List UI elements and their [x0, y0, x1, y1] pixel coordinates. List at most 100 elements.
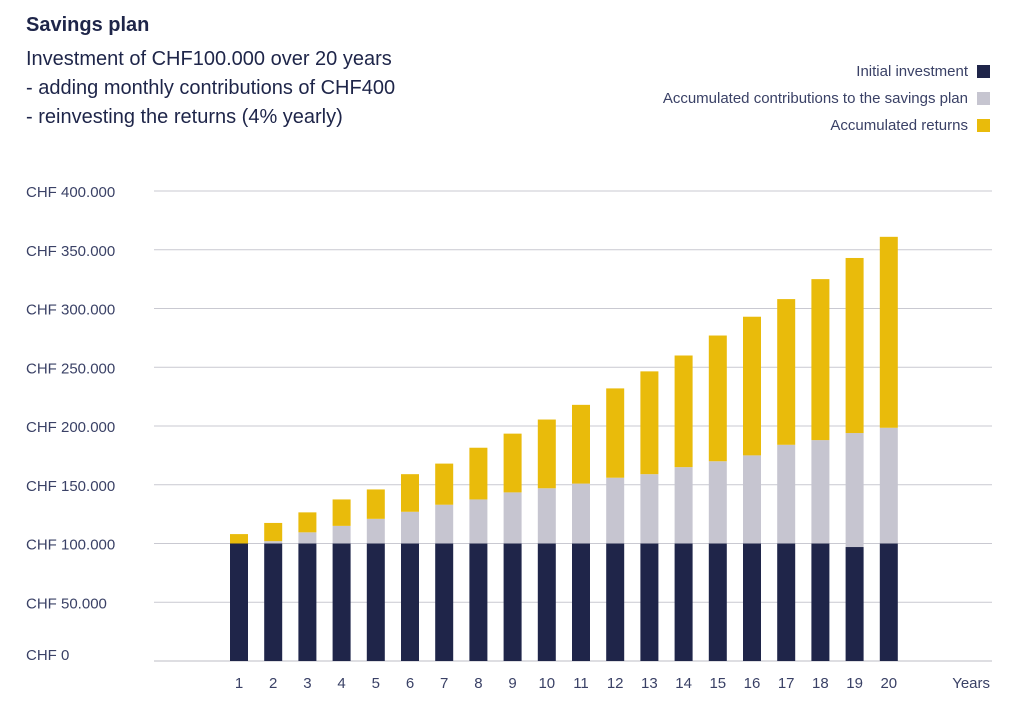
bar-segment-returns [777, 299, 796, 445]
bar-segment-initial [332, 543, 351, 661]
bar-segment-contributions [811, 440, 830, 544]
y-tick-label: CHF 150.000 [26, 478, 115, 495]
x-tick-label: 11 [573, 675, 589, 692]
bars [230, 236, 898, 661]
bar-segment-returns [332, 499, 351, 526]
bar-segment-initial [879, 543, 898, 661]
legend-label: Initial investment [856, 63, 968, 80]
bar-segment-contributions [264, 541, 283, 544]
x-tick-label: 14 [675, 675, 692, 692]
legend-swatch [977, 65, 990, 78]
bar-segment-returns [230, 534, 248, 544]
bar-segment-contributions [537, 488, 556, 544]
bar-segment-contributions [845, 433, 864, 548]
bar-segment-contributions [435, 504, 454, 544]
bar-segment-returns [366, 489, 385, 519]
chart-legend: Initial investment Accumulated contribut… [663, 58, 990, 139]
bar-segment-initial [606, 543, 625, 661]
x-tick-label: 7 [440, 675, 448, 692]
x-tick-label: 4 [337, 675, 345, 692]
legend-label: Accumulated returns [830, 117, 968, 134]
bar-segment-contributions [503, 492, 522, 544]
bar-segment-initial [743, 543, 761, 661]
legend-item-contributions: Accumulated contributions to the savings… [663, 85, 990, 112]
legend-swatch [977, 92, 990, 105]
bar-segment-contributions [298, 532, 317, 544]
bar-segment-returns [298, 512, 317, 533]
bar-segment-initial [537, 543, 556, 661]
bar-segment-initial [264, 543, 283, 661]
bar-segment-returns [743, 316, 761, 456]
bar-segment-initial [845, 547, 864, 661]
bar-segment-initial [708, 543, 727, 661]
bar-segment-initial [401, 543, 419, 661]
y-tick-label: CHF 0 [26, 647, 69, 664]
y-tick-label: CHF 100.000 [26, 537, 115, 554]
bar-segment-returns [708, 335, 727, 462]
y-tick-label: CHF 50.000 [26, 595, 107, 612]
legend-label: Accumulated contributions to the savings… [662, 90, 968, 107]
x-tick-label: 2 [269, 675, 277, 692]
bar-segment-initial [572, 543, 590, 661]
bar-segment-returns [640, 371, 659, 475]
subtitle-line: - adding monthly contributions of CHF400 [26, 77, 396, 99]
bar-segment-contributions [332, 525, 351, 544]
bar-segment-contributions [743, 455, 761, 544]
x-tick-label: 15 [709, 675, 726, 692]
bar-segment-contributions [879, 427, 898, 544]
x-tick-label: 19 [846, 675, 863, 692]
x-tick-label: 6 [406, 675, 414, 692]
x-tick-label: 17 [778, 675, 795, 692]
bar-segment-initial [674, 543, 693, 661]
bar-segment-contributions [401, 511, 419, 544]
bar-segment-initial [777, 543, 796, 661]
chart-title: Savings plan [26, 14, 150, 36]
bar-segment-initial [230, 543, 248, 661]
x-axis-label: Years [952, 675, 990, 692]
bar-segment-contributions [606, 477, 625, 544]
x-tick-label: 20 [880, 675, 897, 692]
bar-segment-contributions [640, 474, 659, 544]
bar-segment-returns [845, 257, 864, 434]
y-tick-label: CHF 350.000 [26, 243, 115, 260]
bar-segment-contributions [572, 483, 590, 544]
bar-segment-contributions [708, 461, 727, 544]
bar-segment-contributions [469, 499, 488, 544]
legend-swatch [977, 119, 990, 132]
bar-segment-returns [537, 419, 556, 489]
bar-segment-returns [401, 474, 419, 512]
x-tick-label: 12 [607, 675, 624, 692]
bar-segment-returns [264, 522, 283, 542]
bar-segment-initial [503, 543, 522, 661]
y-tick-label: CHF 200.000 [26, 419, 115, 436]
bar-segment-returns [572, 404, 590, 484]
bar-segment-returns [606, 388, 625, 478]
bar-segment-returns [435, 463, 454, 505]
bar-segment-returns [469, 447, 488, 500]
y-tick-label: CHF 250.000 [26, 360, 115, 377]
x-tick-label: 13 [641, 675, 658, 692]
x-tick-label: 3 [303, 675, 311, 692]
y-axis-ticks: CHF 0 CHF 50.000 CHF 100.000 CHF 150.000 CHF… [26, 184, 115, 664]
x-axis-ticks: 1 2 3 4 5 6 7 8 9 10 11 12 13 14 15 16 17 18 19 20 [235, 675, 897, 692]
bar-segment-returns [503, 433, 522, 493]
x-tick-label: 8 [474, 675, 482, 692]
x-tick-label: 18 [812, 675, 829, 692]
x-tick-label: 1 [235, 675, 243, 692]
bar-segment-initial [435, 543, 454, 661]
subtitle-line: Investment of CHF100.000 over 20 years [26, 48, 392, 70]
legend-item-initial: Initial investment [663, 58, 990, 85]
bar-segment-initial [811, 543, 830, 661]
bar-segment-returns [674, 355, 693, 468]
bar-segment-contributions [777, 444, 796, 544]
x-tick-label: 16 [744, 675, 761, 692]
bar-segment-contributions [674, 467, 693, 544]
chart-subtitle: Investment of CHF100.000 over 20 years -… [26, 45, 395, 132]
bar-segment-contributions [366, 518, 385, 544]
x-tick-label: 10 [538, 675, 555, 692]
bar-segment-initial [366, 543, 385, 661]
y-tick-label: CHF 400.000 [26, 184, 115, 201]
bar-segment-returns [879, 236, 898, 428]
bar-segment-initial [640, 543, 659, 661]
